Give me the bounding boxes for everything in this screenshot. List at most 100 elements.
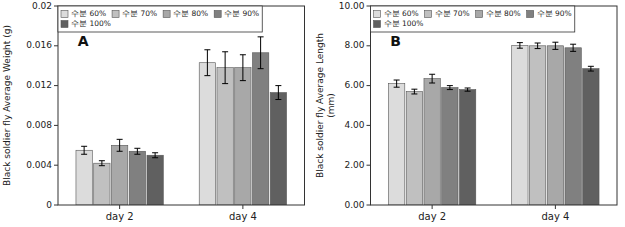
error-bar (552, 42, 558, 49)
y-tick (367, 125, 371, 126)
y-axis-label-line: Black soldier fly Average Weight (g) (2, 25, 12, 186)
y-axis-label-line: Black soldier fly Average Length (315, 33, 325, 178)
bar (111, 145, 127, 205)
y-tick-label: 2.00 (344, 160, 364, 170)
plot-area (371, 6, 618, 205)
error-bar (99, 161, 105, 166)
legend-swatch (163, 11, 170, 18)
x-tick (555, 205, 556, 209)
y-tick (54, 45, 58, 46)
y-tick (54, 85, 58, 86)
error-bar (152, 153, 158, 158)
y-tick-label: 8.00 (344, 40, 364, 50)
legend-swatch (214, 11, 221, 18)
y-tick-label: 4.00 (344, 120, 364, 130)
x-tick-label: day 2 (106, 211, 134, 222)
legend-box (371, 6, 575, 32)
bar (252, 53, 268, 205)
legend-item: 수분 60% (374, 9, 419, 18)
error-bar (204, 50, 210, 76)
legend-box (58, 6, 262, 32)
error-bar (411, 89, 417, 94)
legend-label: 수분 70% (122, 9, 157, 18)
bar (459, 90, 475, 205)
legend-swatch (61, 11, 68, 18)
bar (406, 92, 422, 205)
bar (217, 68, 233, 205)
y-tick (367, 6, 371, 7)
error-bar (222, 52, 228, 84)
panel: 00.0040.0080.0120.0160.02Black soldier f… (2, 1, 305, 223)
panel-title: B (390, 33, 401, 49)
y-tick (367, 165, 371, 166)
y-tick (54, 205, 58, 206)
error-bar (447, 86, 453, 90)
legend-label: 수분 90% (537, 9, 572, 18)
bar (547, 46, 563, 205)
y-axis-label-line: (mm) (326, 93, 336, 118)
legend-item: 수분 80% (163, 9, 208, 18)
legend-label: 수분 100% (71, 19, 111, 28)
y-tick-label: 0.02 (32, 1, 52, 11)
legend-label: 수분 70% (435, 9, 470, 18)
marks (76, 37, 287, 205)
y-tick-label: 0.004 (26, 160, 52, 170)
bar (270, 93, 286, 205)
error-bar (588, 66, 594, 71)
error-bar (117, 139, 123, 151)
y-tick-label: 0.00 (344, 200, 364, 210)
y-tick-label: 0.008 (26, 120, 52, 130)
y-tick (54, 165, 58, 166)
bar (129, 151, 145, 205)
bar (529, 46, 545, 205)
legend-label: 수분 80% (173, 9, 208, 18)
y-axis-label: Black soldier fly Average Length(mm) (315, 33, 336, 178)
x-tick-label: day 4 (541, 211, 569, 222)
legend-item: 수분 70% (112, 9, 157, 18)
y-tick-label: 6.00 (344, 80, 364, 90)
bar (199, 63, 215, 205)
marks (388, 42, 599, 205)
legend-label: 수분 60% (71, 9, 106, 18)
legend-swatch (112, 11, 119, 18)
panel-title: A (78, 33, 89, 49)
plot-frame (58, 6, 305, 205)
legend-item: 수분 90% (214, 9, 259, 18)
x-tick (242, 205, 243, 209)
y-tick-label: 0.016 (26, 40, 52, 50)
error-bar (517, 43, 523, 49)
y-tick (54, 125, 58, 126)
legend-item: 수분 100% (61, 19, 111, 28)
legend-item: 수분 70% (425, 9, 470, 18)
error-bar (535, 43, 541, 49)
error-bar (240, 55, 246, 81)
y-tick (367, 85, 371, 86)
bar (94, 163, 110, 205)
y-tick-label: 0.012 (26, 80, 52, 90)
legend-swatch (476, 11, 483, 18)
x-tick-label: day 2 (418, 211, 446, 222)
legend-swatch (527, 11, 534, 18)
x-tick (432, 205, 433, 209)
error-bar (134, 148, 140, 154)
bar (76, 150, 92, 205)
bar (442, 88, 458, 205)
panel: 0.00 2.00 4.00 6.00 8.00 10.00 Black soldier f… (315, 1, 618, 223)
y-tick-label: 10.00 (339, 1, 365, 11)
plot-frame (371, 6, 618, 205)
legend: 수분 60%수분 70%수분 80%수분 90%수분 100% (371, 6, 575, 32)
error-bar (429, 74, 435, 83)
legend-item: 수분 60% (61, 9, 106, 18)
legend-item: 수분 80% (476, 9, 521, 18)
legend-label: 수분 80% (486, 9, 521, 18)
error-bar (258, 37, 264, 69)
y-tick (367, 45, 371, 46)
bar (235, 68, 251, 205)
y-tick (54, 6, 58, 7)
bar (388, 84, 404, 205)
legend-item: 수분 90% (527, 9, 572, 18)
bar (583, 69, 599, 205)
x-tick-label: day 4 (229, 211, 257, 222)
bar (565, 48, 581, 205)
legend-swatch (425, 11, 432, 18)
